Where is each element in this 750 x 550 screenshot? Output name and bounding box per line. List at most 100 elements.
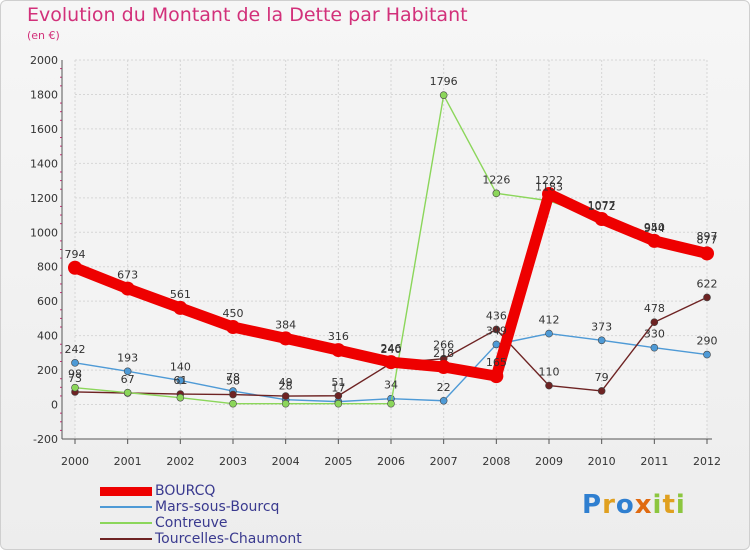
data-label-bourcq: 450	[223, 307, 244, 320]
series-point-mars-sous-bourcq	[650, 343, 659, 352]
chart-title: Evolution du Montant de la Dette par Hab…	[27, 4, 468, 26]
series-point-bourcq	[120, 281, 135, 296]
data-label-bourcq: 877	[697, 233, 718, 246]
series-point-bourcq	[542, 187, 556, 202]
data-label-tourcelles-chaumont: 73	[68, 372, 82, 385]
data-label-tourcelles-chaumont: 67	[121, 373, 135, 386]
y-minor-tick	[60, 171, 62, 173]
series-point-bourcq	[384, 355, 398, 370]
y-tick-label: 200	[37, 364, 58, 377]
y-minor-tick	[60, 317, 62, 319]
data-label-bourcq: 218	[433, 347, 454, 360]
y-minor-tick	[60, 85, 62, 87]
data-label-tourcelles-chaumont: 58	[226, 375, 240, 388]
series-point-bourcq	[700, 246, 714, 261]
x-tick-label: 2009	[535, 455, 563, 468]
y-minor-tick	[60, 412, 62, 414]
legend-swatch-bourcq	[100, 487, 152, 496]
data-label-mars-sous-bourcq: 330	[644, 328, 665, 341]
x-tick-label: 2005	[324, 455, 352, 468]
data-labels: 794 673 561 450 384 316 246 218 165 1222 1077 950 87…	[65, 75, 718, 394]
series-point-contreuve	[229, 399, 237, 408]
x-tick-label: 2010	[588, 455, 616, 468]
series-point-bourcq	[331, 343, 346, 358]
y-minor-tick	[60, 249, 62, 250]
y-minor-tick	[60, 386, 62, 388]
legend-swatch-tourcelles-chaumont	[100, 538, 152, 540]
series-point-bourcq	[489, 369, 504, 384]
y-tick-label: 400	[37, 330, 58, 343]
data-label-bourcq: 1222	[535, 174, 563, 187]
series-point-contreuve	[334, 399, 343, 408]
data-label-bourcq: 794	[65, 248, 86, 261]
data-label-contreuve: 897	[697, 230, 718, 243]
y-minor-tick	[60, 137, 62, 139]
series-point-mars-sous-bourcq	[703, 350, 711, 359]
logo-letter: i	[652, 490, 663, 520]
data-label-mars-sous-bourcq: 28	[279, 380, 293, 393]
x-tick-label: 2002	[166, 455, 194, 468]
x-tick-label: 2007	[430, 455, 458, 468]
data-label-tourcelles-chaumont: 478	[644, 302, 665, 315]
y-minor-tick	[60, 283, 62, 285]
legend-label-tourcelles-chaumont: Tourcelles-Chaumont	[155, 531, 302, 547]
x-tick-label: 2012	[693, 455, 721, 468]
y-tick-label: 0	[51, 399, 58, 412]
series-layer	[68, 91, 714, 408]
data-label-contreuve: 1183	[535, 181, 563, 194]
data-label-mars-sous-bourcq: 349	[486, 324, 507, 337]
series-point-mars-sous-bourcq	[597, 336, 606, 345]
logo-letter: i	[675, 490, 686, 520]
series-point-contreuve	[123, 388, 132, 397]
data-label-mars-sous-bourcq: 412	[539, 314, 560, 327]
y-minor-tick	[60, 360, 62, 362]
data-label-contreuve: 98	[68, 368, 82, 381]
data-label-mars-sous-bourcq: 193	[117, 351, 138, 364]
data-label-bourcq: 950	[644, 221, 665, 234]
series-point-contreuve	[439, 91, 448, 99]
y-tick-label: 1200	[30, 192, 58, 205]
series-point-tourcelles-chaumont	[229, 390, 237, 399]
y-tick-label: 1000	[30, 226, 58, 239]
x-tick-label: 2006	[377, 455, 405, 468]
data-label-bourcq: 561	[170, 288, 191, 301]
series-point-contreuve	[492, 189, 501, 198]
data-label-bourcq: 1077	[588, 199, 616, 212]
data-label-mars-sous-bourcq: 17	[331, 382, 345, 395]
axes: -200 0 200 400 600 800 1000 1200 1400 1600 1800 200…	[30, 54, 721, 468]
series-point-contreuve	[71, 383, 79, 392]
data-label-tourcelles-chaumont: 436	[486, 309, 507, 322]
series-point-contreuve	[176, 393, 185, 402]
data-label-contreuve: 1796	[430, 75, 458, 88]
series-point-contreuve	[387, 399, 395, 408]
y-minor-tick	[60, 76, 62, 78]
data-label-bourcq: 246	[381, 342, 402, 355]
y-minor-tick	[60, 395, 62, 397]
data-label-tourcelles-chaumont: 61	[173, 374, 187, 387]
y-minor-tick	[60, 180, 62, 182]
series-point-tourcelles-chaumont	[492, 325, 501, 334]
y-minor-tick	[60, 145, 62, 147]
series-point-tourcelles-chaumont	[650, 318, 659, 326]
proxiti-logo: Proxiti	[582, 490, 686, 520]
x-tick-label: 2000	[61, 455, 89, 468]
x-tick-label: 2003	[219, 455, 247, 468]
series-point-tourcelles-chaumont	[545, 381, 553, 390]
y-minor-tick	[60, 214, 62, 216]
series-point-bourcq	[68, 260, 82, 275]
series-point-mars-sous-bourcq	[439, 396, 448, 405]
y-minor-tick	[60, 119, 62, 121]
data-label-tourcelles-chaumont: 49	[279, 376, 293, 389]
data-label-bourcq: 316	[328, 330, 349, 343]
y-minor-tick	[60, 257, 62, 259]
data-label-contreuve: 1226	[482, 173, 510, 186]
y-minor-tick	[60, 421, 62, 423]
data-label-bourcq: 384	[275, 318, 296, 331]
data-label-mars-sous-bourcq: 373	[591, 320, 612, 333]
y-minor-tick	[60, 68, 62, 70]
logo-letter: x	[634, 490, 653, 520]
y-tick-label: -200	[33, 433, 58, 446]
y-tick-label: 800	[37, 261, 58, 274]
y-tick-label: 600	[37, 295, 58, 308]
